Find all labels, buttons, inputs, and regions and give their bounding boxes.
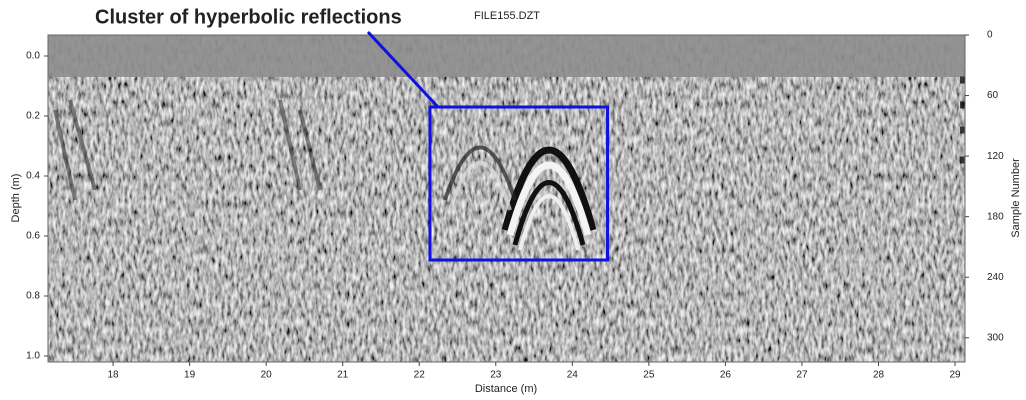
plot-frame: [47, 34, 966, 363]
y2-axis-label: Sample Number: [1010, 158, 1022, 238]
y2-tick-label: 240: [987, 272, 1004, 283]
hyperbolas: [53, 76, 965, 251]
x-tick-label: 25: [643, 370, 655, 381]
x-tick-label: 19: [184, 370, 196, 381]
y2-tick-label: 0: [987, 30, 993, 41]
annotation-box: [428, 105, 610, 262]
x-tick-label: 27: [796, 370, 808, 381]
radargram-image: [48, 35, 965, 362]
chart-title: FILE155.DZT: [474, 10, 540, 22]
x-tick-label: 20: [261, 370, 273, 381]
y2-tick-label: 60: [987, 90, 999, 101]
annotation-arrow: [366, 30, 440, 109]
annotation-text: Cluster of hyperbolic reflections: [95, 6, 402, 28]
y-tick-label: 0.2: [26, 111, 40, 122]
x-tick-label: 24: [567, 370, 579, 381]
x-tick-label: 23: [490, 370, 502, 381]
y-tick-label: 0.0: [26, 51, 40, 62]
x-tick-label: 22: [414, 370, 426, 381]
y-tick-label: 1.0: [26, 351, 40, 362]
y-tick-label: 0.8: [26, 291, 40, 302]
x-tick-label: 28: [873, 370, 885, 381]
y2-tick-label: 120: [987, 151, 1004, 162]
x-axis-label: Distance (m): [475, 383, 537, 395]
x-tick-label: 26: [720, 370, 732, 381]
y-tick-label: 0.6: [26, 231, 40, 242]
y2-tick-label: 300: [987, 332, 1004, 343]
y-axis-label: Depth (m): [10, 174, 22, 223]
air-wave: [48, 35, 965, 77]
x-tick-label: 29: [949, 370, 961, 381]
x-tick-label: 18: [108, 370, 120, 381]
y-tick-label: 0.4: [26, 171, 40, 182]
x-tick-label: 21: [337, 370, 349, 381]
y2-tick-label: 180: [987, 211, 1004, 222]
